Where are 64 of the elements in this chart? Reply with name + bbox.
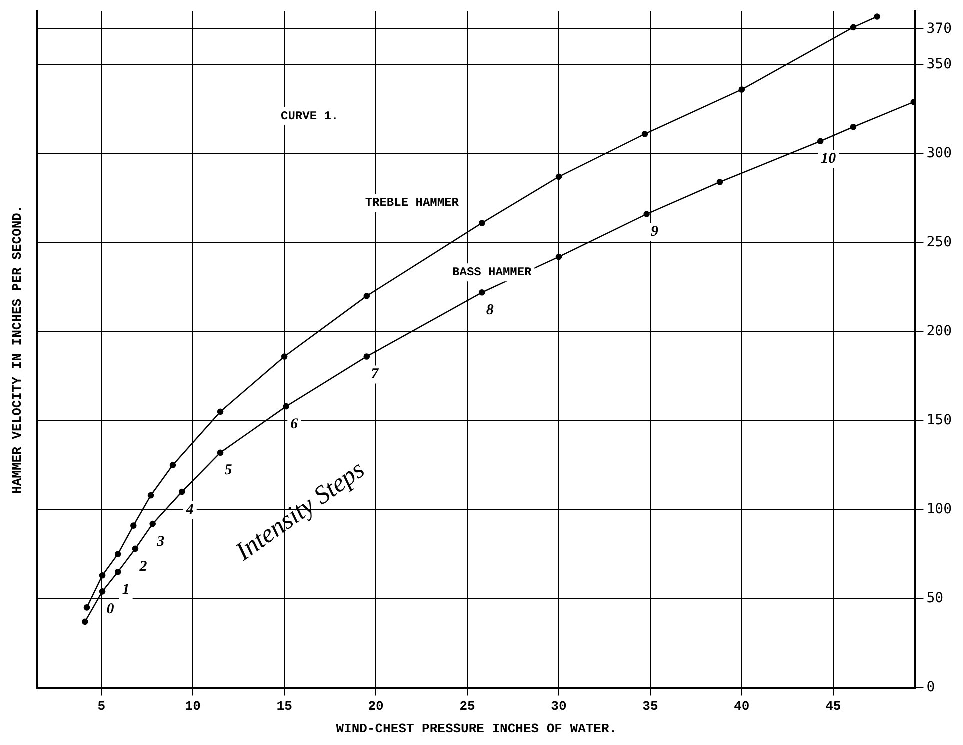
point	[364, 354, 370, 360]
annotation: 1	[122, 582, 130, 598]
point	[170, 462, 176, 468]
series-label: BASS HAMMER	[452, 266, 533, 280]
y-tick-label: 370	[926, 20, 952, 37]
point	[364, 293, 370, 300]
point	[874, 14, 880, 20]
point	[130, 522, 137, 529]
point	[556, 174, 562, 180]
x-tick-label: 30	[551, 698, 567, 714]
y-tick-label: 150	[926, 412, 952, 428]
point	[478, 220, 486, 226]
annotation: 8	[486, 302, 494, 319]
y-tick-label: 100	[926, 501, 952, 518]
point	[850, 124, 857, 130]
y-tick-label: 0	[926, 679, 936, 696]
x-axis-title: WIND-CHEST PRESSURE INCHES OF WATER.	[336, 721, 618, 736]
point	[642, 131, 648, 138]
point	[217, 408, 224, 416]
x-tick-label: 40	[734, 698, 750, 714]
point	[99, 572, 106, 579]
x-tick-label: 20	[368, 698, 384, 714]
x-tick-label: 15	[276, 698, 293, 714]
annotation: 4	[185, 502, 194, 518]
point	[644, 211, 650, 218]
point	[716, 179, 724, 186]
point	[148, 492, 154, 499]
point	[478, 289, 486, 296]
text: CURVE 1.	[281, 109, 339, 124]
point	[850, 24, 857, 31]
point	[556, 254, 562, 260]
annotation: 3	[156, 534, 166, 550]
annotation: 9	[651, 224, 660, 240]
point	[150, 520, 156, 528]
point	[132, 546, 139, 552]
x-tick-label: 10	[185, 698, 202, 714]
point	[114, 551, 122, 558]
x-tick-label: 5	[98, 698, 106, 714]
annotation: 5	[224, 462, 233, 479]
point	[178, 488, 186, 496]
y-tick-label: 300	[926, 145, 952, 162]
point	[283, 403, 290, 410]
x-tick-label: 45	[826, 698, 842, 714]
annotation: 0	[106, 602, 115, 618]
y-tick-label: 200	[926, 323, 952, 340]
y-tick-label: 250	[926, 234, 952, 250]
annotation: 6	[290, 416, 299, 432]
annotation: 7	[371, 366, 380, 383]
y-tick-label: 350	[926, 56, 952, 72]
point	[217, 450, 224, 456]
point	[99, 588, 106, 595]
annotation: 2	[138, 558, 148, 575]
y-axis-title: HAMMER VELOCITY IN INCHES PER SECOND.	[10, 205, 26, 494]
x-tick-label: 25	[460, 698, 476, 714]
series-label: TREBLE HAMMER	[365, 196, 460, 210]
point	[82, 618, 88, 626]
annotation: 10	[821, 151, 837, 168]
y-tick-label: 50	[926, 590, 944, 606]
point	[84, 604, 90, 611]
point	[281, 354, 288, 360]
point	[114, 568, 122, 576]
point	[738, 86, 746, 93]
point	[817, 138, 824, 144]
x-tick-label: 35	[642, 698, 658, 714]
